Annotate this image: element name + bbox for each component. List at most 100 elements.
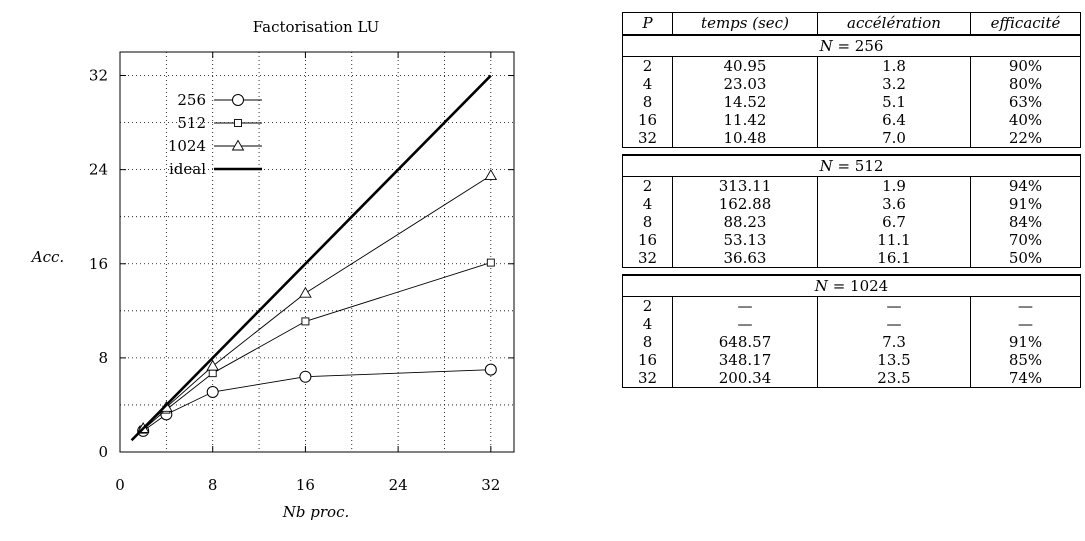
cell-speedup: 6.4 (818, 111, 971, 129)
cell-efficiency: 91% (971, 333, 1081, 351)
cell-speedup: 3.2 (818, 75, 971, 93)
cell-p: 32 (623, 129, 673, 148)
cell-speedup: 1.8 (818, 57, 971, 76)
cell-efficiency: 74% (971, 369, 1081, 388)
group-header: N = 256 (623, 35, 1081, 57)
table-row: 16 348.17 13.5 85% (623, 351, 1081, 369)
x-tick-label: 16 (296, 476, 315, 494)
series-line-1024 (143, 176, 491, 429)
group-spacer (623, 148, 1081, 156)
series-line-256 (143, 370, 491, 431)
x-tick-label: 24 (389, 476, 408, 494)
y-tick-label: 24 (89, 161, 108, 179)
group-n-value: = 1024 (828, 277, 888, 295)
table-row: 2 40.95 1.8 90% (623, 57, 1081, 76)
legend-item-1024: 1024 (168, 137, 262, 155)
data-point-1024 (300, 288, 311, 298)
table-row: 2 313.11 1.9 94% (623, 177, 1081, 196)
x-tick-label: 32 (481, 476, 500, 494)
cell-efficiency: — (971, 315, 1081, 333)
legend-label: 256 (177, 91, 206, 109)
cell-speedup: 23.5 (818, 369, 971, 388)
header-speedup: accélération (818, 13, 971, 36)
cell-time: 14.52 (673, 93, 818, 111)
cell-p: 32 (623, 369, 673, 388)
cell-speedup: 1.9 (818, 177, 971, 196)
cell-efficiency: 70% (971, 231, 1081, 249)
table-row: 32 10.48 7.0 22% (623, 129, 1081, 148)
y-tick-label: 8 (98, 349, 108, 367)
table-row: 2— — — (623, 297, 1081, 316)
legend-marker (233, 141, 244, 151)
table-row: 4 162.88 3.6 91% (623, 195, 1081, 213)
cell-speedup: 11.1 (818, 231, 971, 249)
cell-efficiency: 91% (971, 195, 1081, 213)
group-spacer (623, 268, 1081, 276)
legend-item-256: 256 (177, 91, 262, 109)
table-row: 16 53.13 11.1 70% (623, 231, 1081, 249)
cell-speedup: 13.5 (818, 351, 971, 369)
group-n-variable: N (820, 157, 833, 175)
cell-time: 53.13 (673, 231, 818, 249)
cell-speedup: 16.1 (818, 249, 971, 268)
data-point-256 (300, 371, 311, 382)
x-tick-label: 0 (115, 476, 125, 494)
cell-time: 348.17 (673, 351, 818, 369)
cell-time: 200.34 (673, 369, 818, 388)
data-point-512 (209, 370, 216, 377)
cell-p: 4 (623, 195, 673, 213)
legend-label: 1024 (168, 137, 206, 155)
group-header-row: N = 1024 (623, 275, 1081, 297)
group-header-row: N = 256 (623, 35, 1081, 57)
legend-marker (233, 95, 244, 106)
cell-speedup: — (818, 315, 971, 333)
data-point-1024 (485, 170, 496, 180)
data-point-256 (485, 364, 496, 375)
cell-p: 8 (623, 93, 673, 111)
table-body: N = 256 2 40.95 1.8 90% 4 23.03 3.2 80% 8 14.52 5.1… (623, 35, 1081, 388)
series-1024 (138, 170, 497, 432)
cell-p: 4 (623, 315, 673, 333)
cell-p: 2 (623, 57, 673, 76)
cell-p: 32 (623, 249, 673, 268)
cell-speedup: 7.0 (818, 129, 971, 148)
cell-speedup: — (818, 297, 971, 316)
legend-item-ideal: ideal (169, 160, 262, 178)
cell-time: — (673, 315, 818, 333)
table-row: 16 11.42 6.4 40% (623, 111, 1081, 129)
speedup-chart: 0 8 16 24 32 0 8 16 24 32 256 512 1024 ideal Factori… (0, 0, 600, 541)
y-tick-label: 16 (89, 255, 108, 273)
cell-time: — (673, 297, 818, 316)
y-tick-label: 0 (98, 443, 108, 461)
cell-efficiency: 22% (971, 129, 1081, 148)
group-header-row: N = 512 (623, 155, 1081, 177)
table-row: 8 648.57 7.3 91% (623, 333, 1081, 351)
cell-p: 16 (623, 351, 673, 369)
cell-time: 648.57 (673, 333, 818, 351)
legend-item-512: 512 (177, 114, 262, 132)
table-row: 4 23.03 3.2 80% (623, 75, 1081, 93)
chart-title: Factorisation LU (253, 18, 379, 36)
cell-p: 8 (623, 213, 673, 231)
cell-speedup: 3.6 (818, 195, 971, 213)
header-p: P (623, 13, 673, 36)
cell-speedup: 5.1 (818, 93, 971, 111)
cell-time: 36.63 (673, 249, 818, 268)
data-point-512 (487, 259, 494, 266)
y-tick-label: 32 (89, 67, 108, 85)
group-n-variable: N (815, 277, 828, 295)
table-row: 8 88.23 6.7 84% (623, 213, 1081, 231)
cell-speedup: 6.7 (818, 213, 971, 231)
cell-time: 10.48 (673, 129, 818, 148)
data-point-512 (302, 318, 309, 325)
cell-p: 2 (623, 297, 673, 316)
cell-time: 313.11 (673, 177, 818, 196)
cell-efficiency: 90% (971, 57, 1081, 76)
cell-efficiency: 84% (971, 213, 1081, 231)
cell-efficiency: 50% (971, 249, 1081, 268)
cell-efficiency: 94% (971, 177, 1081, 196)
series-256 (138, 364, 497, 436)
cell-efficiency: 63% (971, 93, 1081, 111)
cell-speedup: 7.3 (818, 333, 971, 351)
cell-p: 16 (623, 231, 673, 249)
